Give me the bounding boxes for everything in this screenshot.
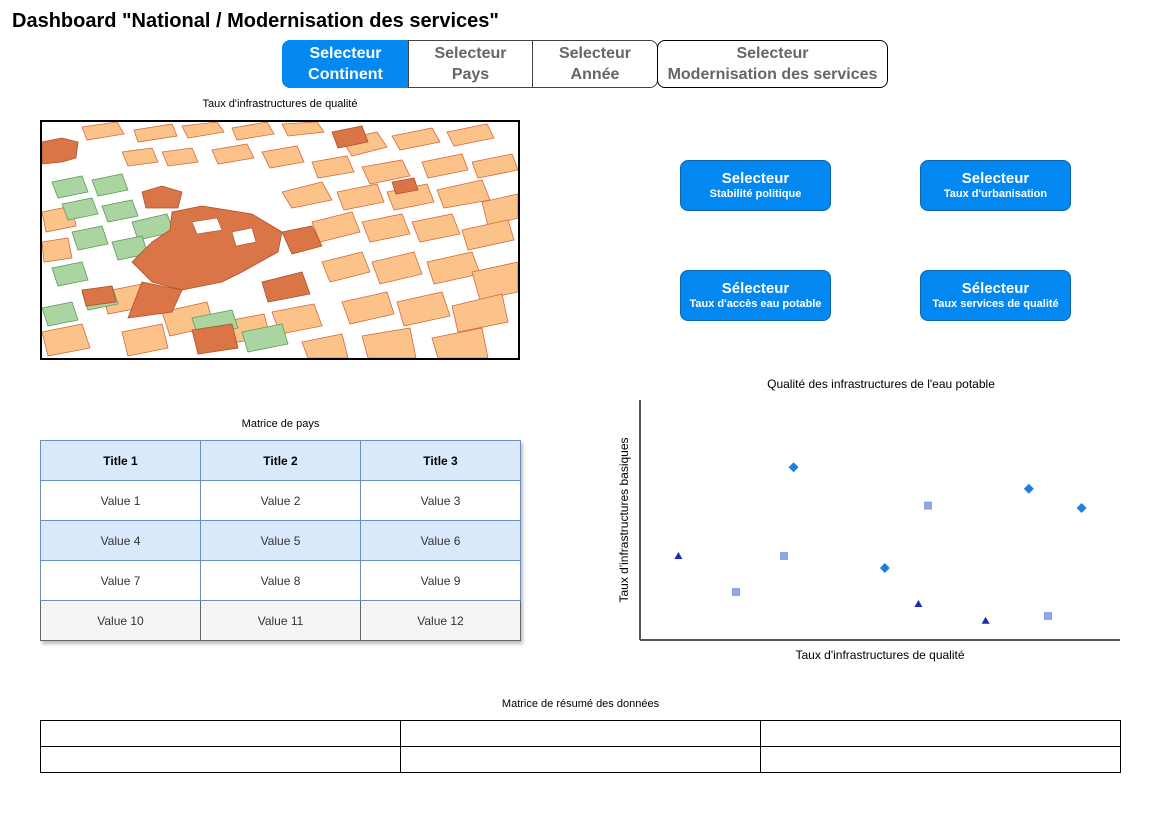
map-caption: Taux d'infrastructures de qualité: [202, 98, 358, 110]
table-cell: Value 4: [40, 520, 201, 561]
scatter-chart-svg: Qualité des infrastructures de l'eau pot…: [617, 377, 1120, 662]
table-cell: Value 7: [40, 560, 201, 601]
table-row: Value 1 Value 2 Value 3: [40, 480, 521, 521]
column-header: Title 2: [200, 440, 361, 481]
diamond-data-point: [1023, 483, 1034, 494]
table-cell: Value 1: [40, 480, 201, 521]
square-data-point: [1044, 612, 1052, 620]
table-cell: Value 9: [360, 560, 521, 601]
tab-annee[interactable]: Selecteur Année: [532, 40, 658, 88]
tab-line2: Pays: [451, 66, 490, 83]
summary-table: [40, 720, 1121, 773]
table-cell: [400, 720, 761, 747]
table-cell: [40, 746, 401, 773]
square-data-point: [924, 501, 932, 510]
table-cell: Value 3: [360, 480, 521, 521]
selector-title: Selecteur: [961, 170, 1030, 187]
matrix-caption: Matrice de pays: [241, 418, 320, 430]
tab-line2: Modernisation des services: [667, 66, 878, 83]
selector-subtitle: Stabilité politique: [709, 188, 802, 200]
square-data-point: [732, 588, 740, 596]
table-cell: Value 10: [40, 600, 201, 641]
selector-services-qualite-button[interactable]: Sélecteur Taux services de qualité: [920, 270, 1071, 321]
selector-acces-eau-potable-button[interactable]: Sélecteur Taux d'accès eau potable: [680, 270, 831, 321]
chart-points: [674, 462, 1087, 624]
selector-subtitle: Taux d'urbanisation: [943, 188, 1048, 200]
scatter-chart: Qualité des infrastructures de l'eau pot…: [600, 375, 1140, 675]
table-row: [40, 746, 1121, 773]
selector-title: Selecteur: [721, 170, 790, 187]
tab-line2: Continent: [308, 66, 383, 83]
table-cell: Value 6: [360, 520, 521, 561]
tab-line1: Selecteur: [434, 45, 507, 62]
tab-line1: Selecteur: [309, 45, 382, 62]
page-title: Dashboard "National / Modernisation des …: [12, 10, 499, 32]
selector-title: Sélecteur: [721, 280, 790, 297]
tab-line1: Selecteur: [558, 45, 632, 62]
table-cell: [400, 746, 761, 773]
triangle-data-point: [674, 552, 683, 559]
table-cell: Value 8: [200, 560, 361, 601]
table-cell: [760, 746, 1121, 773]
selector-stabilite-politique-button[interactable]: Selecteur Stabilité politique: [680, 160, 831, 211]
tab-modernisation[interactable]: Selecteur Modernisation des services: [657, 40, 888, 88]
tab-pays[interactable]: Selecteur Pays: [408, 40, 533, 88]
table-cell: [40, 720, 401, 747]
summary-caption: Matrice de résumé des données: [501, 698, 660, 710]
selector-subtitle: Taux services de qualité: [932, 298, 1059, 310]
tab-continent[interactable]: Selecteur Continent: [282, 40, 409, 88]
y-axis-label: Taux d'infrastructures basiques: [617, 437, 631, 602]
diamond-data-point: [1076, 503, 1087, 513]
country-matrix-table: Title 1 Title 2 Title 3 Value 1 Value 2 …: [40, 440, 521, 641]
table-row: Value 10 Value 11 Value 12: [40, 600, 521, 641]
table-cell: Value 5: [200, 520, 361, 561]
city-map-image: [40, 120, 520, 360]
table-row: Value 4 Value 5 Value 6: [40, 520, 521, 561]
table-header-row: Title 1 Title 2 Title 3: [40, 440, 521, 481]
table-row: Value 7 Value 8 Value 9: [40, 560, 521, 601]
tab-line1: Selecteur: [736, 45, 809, 62]
column-header: Title 1: [40, 440, 201, 481]
diamond-data-point: [788, 462, 799, 473]
selector-taux-urbanisation-button[interactable]: Selecteur Taux d'urbanisation: [920, 160, 1071, 211]
chart-title: Qualité des infrastructures de l'eau pot…: [767, 377, 995, 391]
table-cell: [760, 720, 1121, 747]
square-data-point: [780, 552, 788, 560]
table-cell: Value 2: [200, 480, 361, 521]
diamond-data-point: [879, 563, 890, 573]
selector-subtitle: Taux d'accès eau potable: [689, 298, 822, 310]
table-cell: Value 11: [200, 600, 361, 641]
table-row: [40, 720, 1121, 747]
tab-line2: Année: [570, 66, 620, 83]
city-map-illustration: [42, 122, 518, 358]
table-cell: Value 12: [360, 600, 521, 641]
x-axis-label: Taux d'infrastructures de qualité: [795, 648, 964, 662]
triangle-data-point: [981, 616, 990, 624]
selector-title: Sélecteur: [961, 280, 1030, 297]
triangle-data-point: [914, 600, 923, 607]
column-header: Title 3: [360, 440, 521, 481]
